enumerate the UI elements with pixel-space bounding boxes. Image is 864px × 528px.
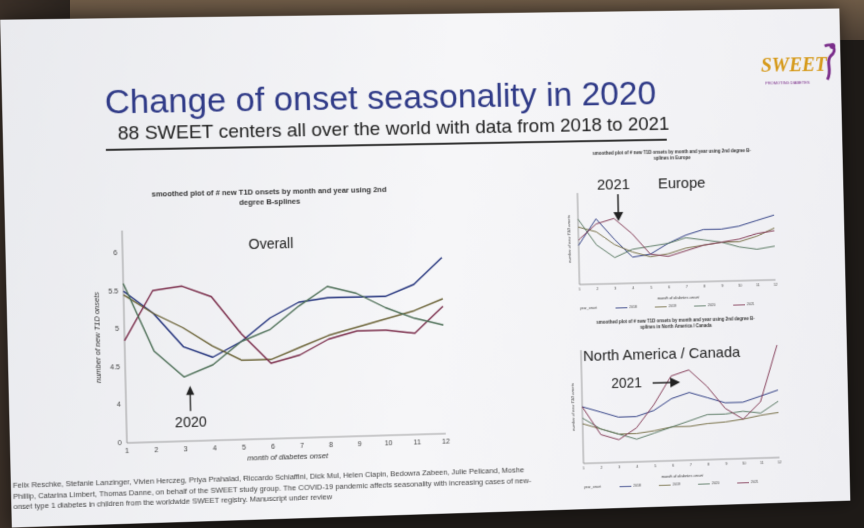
x-tick-label: 8 (708, 463, 710, 467)
x-tick-label: 5 (650, 286, 652, 290)
y-tick-label: 0 (118, 440, 122, 447)
logo-tagline: PROMOTING DIABETES (765, 80, 809, 86)
y-tick-label: 4 (117, 402, 121, 409)
x-tick-label: 10 (385, 440, 393, 447)
europe-label: Europe (658, 175, 706, 193)
legend-label-2021: 2021 (751, 480, 759, 484)
x-axis-label: month of diabetes onset (661, 473, 704, 479)
x-tick-label: 6 (668, 286, 670, 290)
series-label-2021: 2021 (453, 316, 457, 333)
x-tick-label: 11 (760, 461, 764, 465)
north-america-chart: smoothed plot of # new T1D onsets by mon… (553, 315, 792, 500)
overall-label: Overall (248, 235, 293, 252)
overall-chart-svg: 1 2 3 4 5 6 7 8 9 10 11 1244.555.560month of diabet… (76, 184, 457, 485)
x-tick-label: 12 (778, 461, 782, 465)
europe-chart-svg: 1 2 3 4 5 6 7 8 9 10 11 12month of diabetes onsetnu… (549, 147, 788, 311)
legend-label-2021: 2021 (747, 303, 755, 307)
y-tick-label: 5 (115, 326, 119, 333)
europe-chart: smoothed plot of # new T1D onsets by mon… (549, 147, 788, 311)
legend-label-2019: 2019 (673, 483, 681, 487)
x-tick-label: 1 (583, 467, 585, 471)
x-tick-label: 7 (686, 285, 688, 289)
y-tick-label: 4.5 (110, 364, 120, 371)
x-tick-label: 11 (756, 284, 760, 288)
legend-label-2018: 2018 (629, 306, 637, 310)
x-tick-label: 12 (774, 283, 778, 287)
logo-figure-icon (811, 40, 841, 86)
x-tick-label: 9 (725, 463, 727, 467)
legend-label-2019: 2019 (669, 305, 677, 309)
series-line-2020 (582, 401, 779, 441)
x-axis-label: month of diabetes onset (657, 295, 700, 301)
y-axis (577, 193, 579, 284)
x-axis (127, 434, 446, 443)
legend-title: year_onset (580, 306, 597, 310)
x-tick-label: 2 (597, 288, 599, 292)
down-arrow-icon (611, 194, 625, 222)
x-tick-label: 7 (300, 443, 304, 450)
x-tick-label: 11 (414, 439, 421, 446)
x-tick-label: 2 (601, 466, 603, 470)
sweet-logo: SWEET PROMOTING DIABETES (761, 44, 840, 91)
x-tick-label: 9 (358, 441, 362, 448)
up-arrow-head (186, 386, 194, 395)
x-tick-label: 5 (654, 465, 656, 469)
x-tick-label: 8 (704, 285, 706, 289)
presentation-slide: Change of onset seasonality in 2020 88 S… (0, 8, 850, 527)
legend-label-2020: 2020 (708, 304, 716, 308)
y-axis-label: number of new T1D onsets (566, 215, 572, 263)
x-tick-label: 3 (618, 466, 620, 470)
series-label-2020: 2020 (175, 414, 207, 431)
x-tick-label: 10 (742, 462, 746, 466)
legend-label-2020: 2020 (712, 482, 720, 486)
north-america-highlight-label: 2021 (611, 374, 642, 391)
europe-highlight-label: 2021 (597, 176, 630, 194)
legend-title: year_onset (584, 485, 601, 489)
x-tick-label: 10 (738, 284, 742, 288)
series-line-2018 (123, 258, 444, 360)
y-axis-label: number of new T1D onsets (92, 292, 103, 384)
x-tick-label: 2 (154, 447, 158, 454)
x-tick-label: 3 (614, 287, 616, 291)
y-tick-label: 6 (113, 250, 117, 257)
series-line-2019 (124, 287, 445, 363)
x-tick-label: 5 (242, 445, 246, 452)
overall-chart: smoothed plot of # new T1D onsets by mon… (76, 184, 457, 485)
x-tick-label: 12 (442, 439, 450, 446)
y-tick-label: 5.5 (108, 288, 118, 295)
x-tick-label: 4 (636, 465, 638, 469)
x-axis-label: month of diabetes onset (247, 451, 329, 462)
x-tick-label: 1 (125, 448, 129, 455)
north-america-chart-svg: 1 2 3 4 5 6 7 8 9 10 11 12month of diabetes onsetnu… (553, 315, 792, 500)
legend-label-2018: 2018 (633, 484, 641, 488)
x-tick-label: 4 (632, 287, 634, 291)
x-axis (584, 458, 780, 464)
x-tick-label: 3 (184, 446, 188, 453)
x-tick-label: 6 (271, 444, 275, 451)
x-tick-label: 4 (213, 445, 217, 452)
x-tick-label: 6 (672, 464, 674, 468)
y-axis-label: number of new T1D onsets (570, 383, 576, 431)
x-axis (579, 280, 775, 285)
x-tick-label: 7 (690, 464, 692, 468)
x-tick-label: 1 (579, 288, 581, 292)
x-tick-label: 9 (721, 285, 723, 289)
series-line-2021 (578, 215, 775, 258)
right-arrow-icon (652, 375, 682, 390)
x-tick-label: 8 (329, 442, 333, 449)
